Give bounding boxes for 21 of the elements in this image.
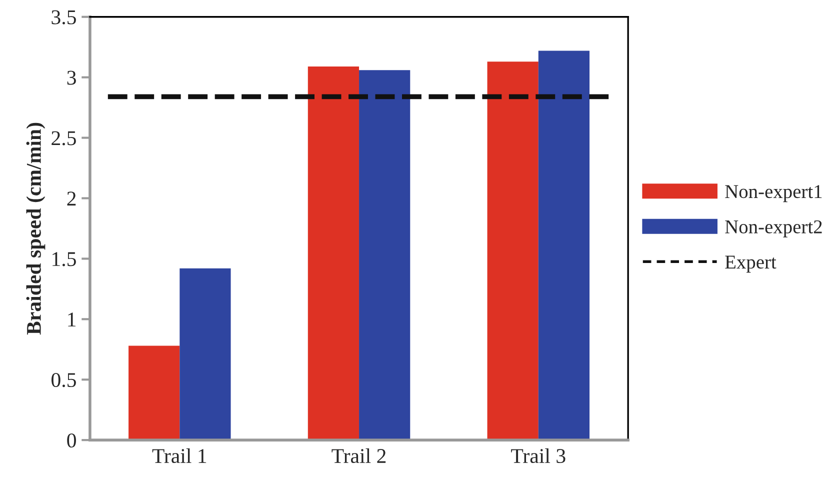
bar bbox=[128, 346, 180, 440]
legend-label: Non-expert1 bbox=[725, 185, 822, 202]
x-tick-label: Trail 1 bbox=[152, 448, 206, 464]
bar bbox=[180, 268, 231, 440]
y-tick-label: 0.5 bbox=[52, 372, 76, 388]
legend-label: Non-expert2 bbox=[725, 220, 822, 238]
y-axis-title: Braided speed (cm/min) bbox=[26, 122, 46, 335]
y-tick-label: 2 bbox=[67, 192, 76, 206]
y-tick-label: 0 bbox=[67, 433, 76, 448]
bar bbox=[359, 70, 410, 440]
bar bbox=[308, 66, 360, 440]
bar bbox=[538, 50, 590, 440]
legend-label: Expert bbox=[725, 256, 776, 273]
y-tick-label: 1.5 bbox=[52, 252, 76, 266]
y-tick-label: 2.5 bbox=[52, 131, 76, 146]
y-tick-label: 3 bbox=[67, 70, 76, 85]
y-tick-label: 1 bbox=[68, 312, 76, 326]
x-tick-label: Trail 3 bbox=[511, 448, 566, 464]
y-tick-label: 3.5 bbox=[52, 10, 76, 24]
x-tick-label: Trail 2 bbox=[332, 448, 386, 464]
bar bbox=[487, 62, 538, 440]
